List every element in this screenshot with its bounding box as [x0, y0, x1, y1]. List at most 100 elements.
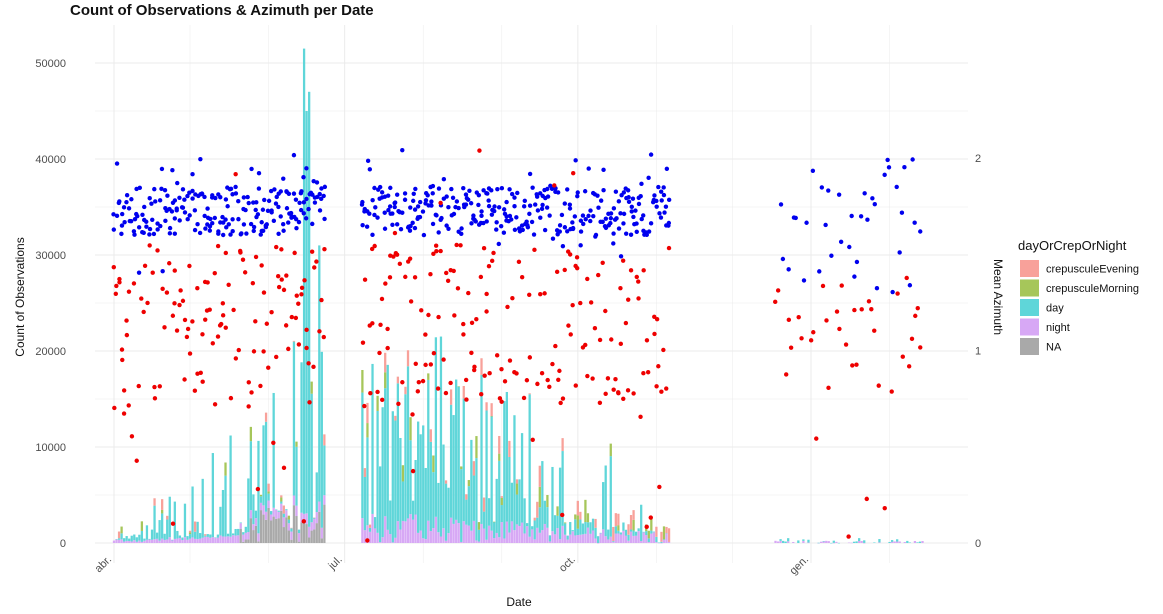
point-blue: [611, 241, 616, 246]
point-blue: [177, 218, 182, 223]
bar-day: [553, 515, 557, 535]
point-blue: [187, 213, 192, 218]
point-red: [872, 328, 877, 333]
point-red: [484, 309, 489, 314]
point-red: [489, 258, 495, 264]
point-red: [420, 378, 426, 384]
x-tick-label: jul.: [326, 554, 345, 573]
bar-day: [655, 536, 658, 543]
point-blue: [291, 152, 297, 158]
point-blue: [198, 156, 203, 162]
point-blue: [394, 192, 400, 197]
bar-na: [254, 525, 258, 543]
bar-night: [495, 532, 498, 543]
point-blue: [152, 186, 157, 192]
point-blue: [114, 161, 120, 166]
point-blue: [281, 176, 286, 181]
point-blue: [192, 208, 198, 213]
point-blue: [286, 191, 292, 197]
bar-night: [166, 539, 169, 543]
point-blue: [301, 174, 306, 180]
point-blue: [611, 231, 616, 236]
point-blue: [202, 213, 207, 219]
bar-night: [168, 537, 171, 543]
point-blue: [111, 212, 116, 217]
bar-day: [564, 523, 567, 535]
point-blue: [390, 222, 395, 227]
point-red: [820, 283, 826, 289]
point-blue: [407, 228, 413, 233]
point-red: [527, 355, 533, 360]
bar-day: [216, 534, 220, 538]
bar-crepuscule-evening: [290, 527, 293, 529]
point-blue: [317, 208, 323, 213]
point-blue: [507, 213, 513, 219]
point-blue: [175, 180, 180, 186]
point-blue: [890, 289, 895, 295]
point-blue: [387, 204, 393, 209]
bar-day: [571, 530, 574, 532]
point-red: [616, 390, 621, 395]
bar-crepuscule-morning: [457, 386, 460, 387]
point-red: [192, 388, 198, 393]
bar-day: [231, 533, 235, 536]
bar-night: [850, 542, 853, 544]
bar-night: [921, 541, 924, 543]
point-red: [494, 353, 500, 358]
bar-night: [617, 533, 620, 543]
bar-crepuscule-morning: [249, 426, 253, 442]
point-red: [445, 278, 451, 283]
point-red: [539, 371, 545, 376]
bar-day: [244, 526, 247, 533]
point-blue: [899, 210, 905, 215]
bar-na: [264, 519, 268, 543]
point-red: [455, 286, 461, 291]
bar-day: [414, 459, 417, 515]
point-red: [220, 301, 226, 306]
bar-day: [275, 509, 278, 511]
bar-night: [898, 541, 901, 543]
point-blue: [444, 194, 449, 199]
point-blue: [398, 227, 404, 232]
bar-night: [551, 531, 554, 543]
bar-crepuscule-evening: [188, 530, 192, 533]
point-red: [834, 309, 840, 314]
point-blue: [293, 197, 299, 202]
point-blue: [256, 186, 262, 191]
point-blue: [885, 157, 890, 163]
point-red: [410, 412, 415, 417]
point-blue: [221, 220, 226, 225]
bar-night: [178, 537, 182, 543]
bar-night: [242, 534, 245, 542]
point-blue: [628, 232, 634, 237]
point-red: [223, 250, 229, 256]
point-red: [289, 314, 295, 320]
bar-night: [297, 533, 301, 542]
point-red: [408, 299, 414, 304]
bar-day: [452, 415, 455, 524]
bar-day: [211, 453, 214, 538]
point-blue: [621, 221, 626, 226]
point-blue: [471, 213, 476, 218]
point-red: [281, 287, 287, 293]
bar-crepuscule-morning: [432, 455, 435, 473]
point-red: [527, 292, 532, 297]
bar-crepuscule-morning: [287, 515, 291, 520]
point-red: [139, 296, 144, 301]
point-red: [876, 383, 881, 388]
bar-crepuscule-evening: [292, 340, 296, 342]
bar-night: [896, 541, 899, 543]
point-blue: [136, 270, 142, 275]
bar-night: [642, 532, 645, 543]
bar-crepuscule-morning: [576, 515, 579, 529]
bar-night: [280, 503, 283, 511]
point-blue: [172, 198, 178, 203]
point-red: [294, 293, 299, 298]
bar-day: [617, 530, 620, 534]
bar-crepuscule-evening: [480, 358, 483, 375]
point-red: [648, 515, 653, 520]
bar-night: [363, 530, 367, 543]
bar-day: [797, 540, 800, 543]
point-blue: [213, 195, 218, 201]
point-red: [372, 243, 377, 249]
